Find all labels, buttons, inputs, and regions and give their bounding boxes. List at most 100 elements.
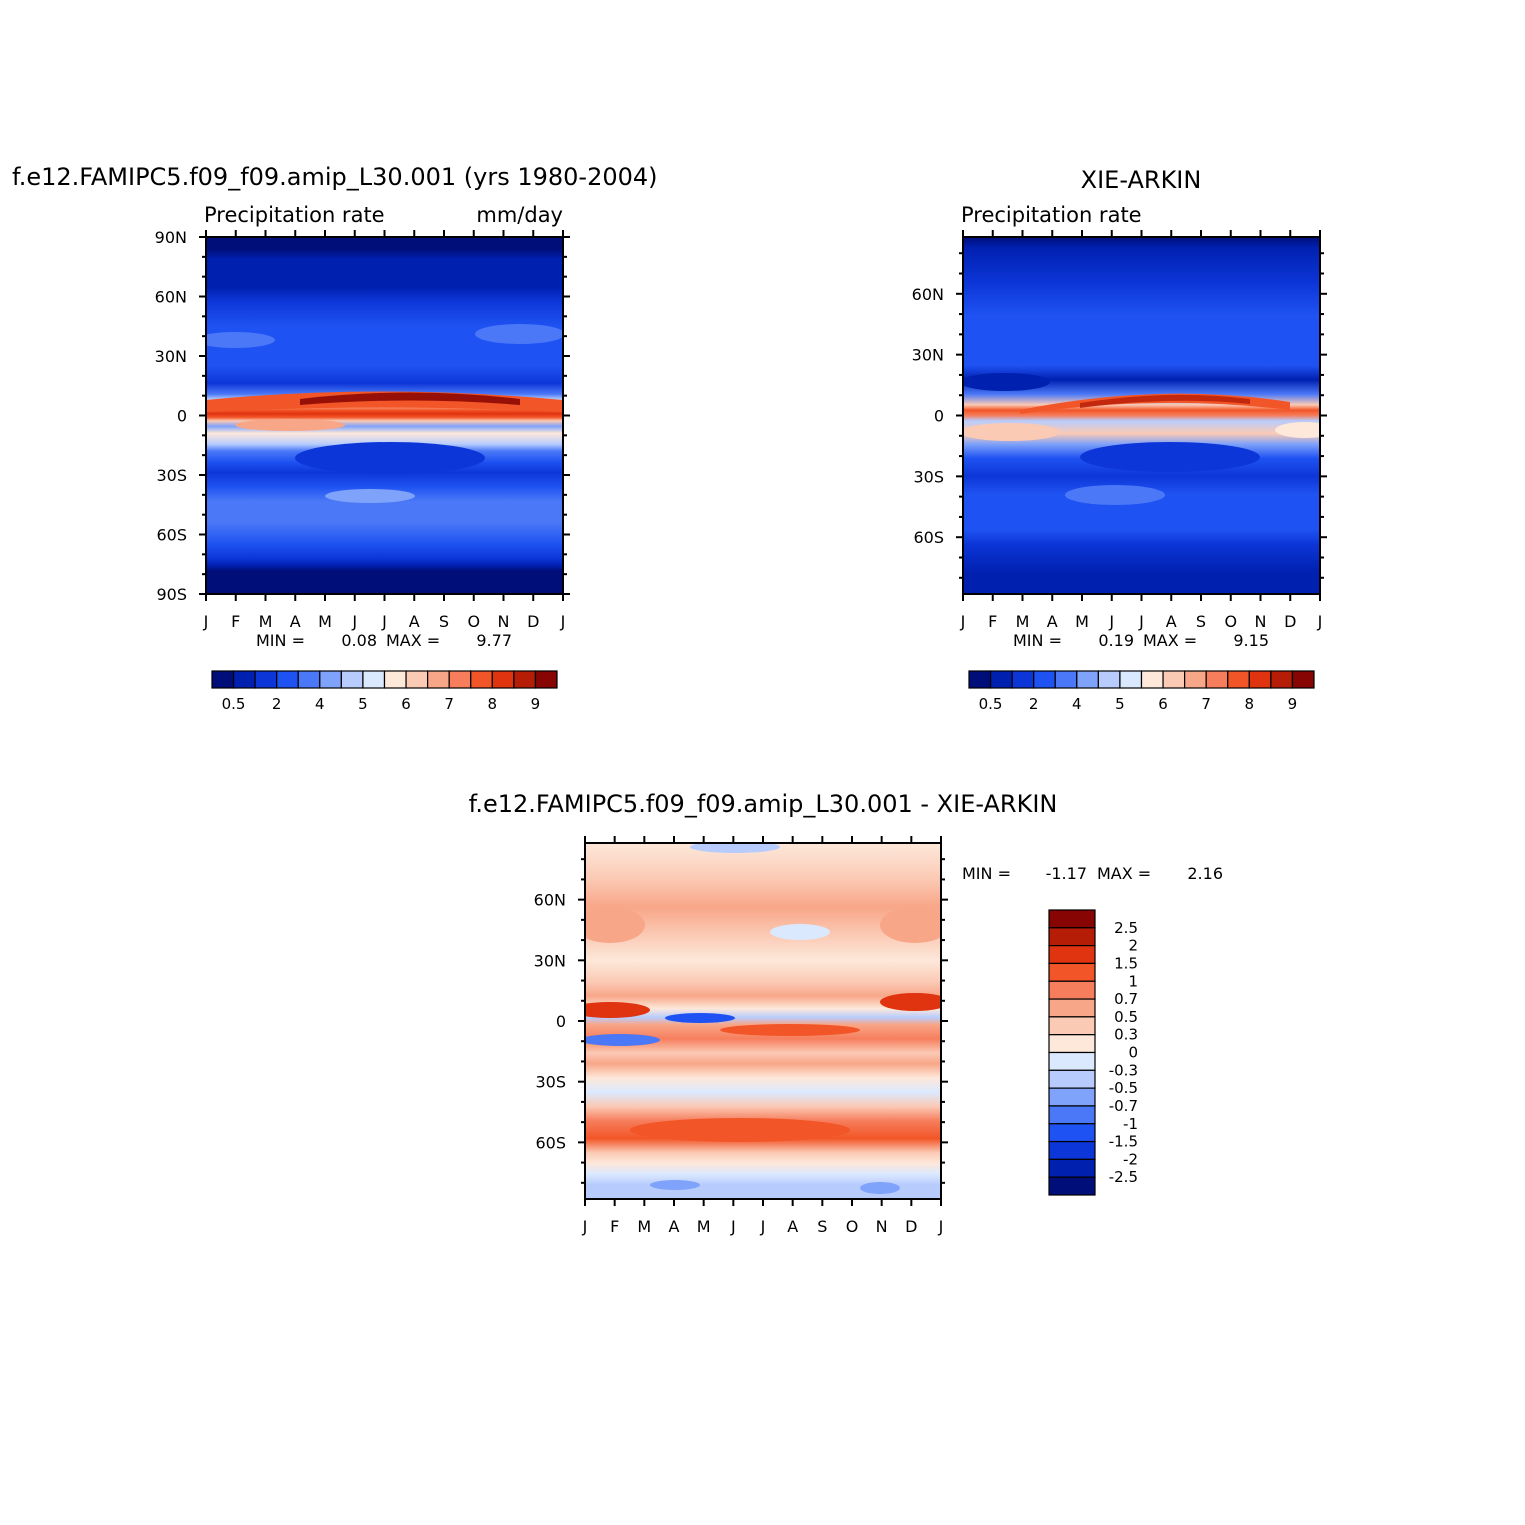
- diff-nh-blob1: [585, 907, 645, 943]
- diff-eq-cool2: [665, 1013, 735, 1023]
- obs-nh-dry: [963, 373, 1050, 391]
- diff-nh-cool: [770, 924, 830, 940]
- colorbar-box: [1048, 1087, 1096, 1107]
- colorbar-box: [1048, 909, 1096, 929]
- colorbar-box: [1248, 670, 1272, 689]
- obs-max-label: MAX =: [1143, 631, 1197, 650]
- obs-ticks: [956, 230, 1327, 601]
- x-tick-label: A: [1047, 612, 1058, 631]
- x-tick-label: J: [1317, 612, 1323, 631]
- colorbar-box: [319, 670, 342, 689]
- colorbar-box: [1048, 998, 1096, 1018]
- obs-midlat-blob: [1065, 485, 1165, 505]
- colorbar-box: [1048, 1158, 1096, 1178]
- x-tick-label: J: [760, 1217, 766, 1236]
- diff-itcz-w: [585, 1002, 650, 1018]
- colorbar-box: [1184, 670, 1207, 689]
- x-tick-label: S: [439, 612, 449, 631]
- model-itcz-core: [300, 392, 520, 405]
- colorbar-label: 1.5: [1114, 954, 1138, 972]
- diff-sh-band: [630, 1118, 850, 1142]
- colorbar-box: [1048, 980, 1096, 1000]
- colorbar-label: 8: [1245, 695, 1255, 713]
- colorbar-box: [340, 670, 364, 689]
- model-subtitle-left: Precipitation rate: [204, 203, 385, 227]
- colorbar-box: [297, 670, 321, 689]
- y-tick-label: 60N: [534, 891, 566, 910]
- obs-itcz-core: [1080, 394, 1250, 408]
- x-tick-label: A: [669, 1217, 680, 1236]
- obs-min-value: 0.19: [1098, 631, 1134, 650]
- diff-max-value: 2.16: [1187, 864, 1223, 883]
- colorbar-box: [1054, 670, 1078, 689]
- model-max-label: MAX =: [386, 631, 440, 650]
- colorbar-label: -2: [1123, 1150, 1138, 1168]
- x-tick-label: N: [498, 612, 510, 631]
- diff-nh-blob2: [880, 907, 941, 943]
- colorbar-label: 4: [1072, 695, 1082, 713]
- x-tick-label: F: [610, 1217, 619, 1236]
- y-tick-label: 0: [556, 1012, 566, 1031]
- model-min-value: 0.08: [341, 631, 377, 650]
- obs-sh-blob: [963, 423, 1060, 441]
- model-colorbar: 0.5 2 4 5 6 7 8 9: [211, 670, 558, 713]
- diff-min-label: MIN =: [962, 864, 1011, 883]
- colorbar-box: [1048, 962, 1096, 982]
- x-tick-label: O: [846, 1217, 859, 1236]
- x-tick-label: M: [697, 1217, 711, 1236]
- colorbar-label: 0.5: [979, 695, 1003, 713]
- diff-title: f.e12.FAMIPC5.f09_f09.amip_L30.001 - XIE…: [469, 790, 1058, 818]
- x-tick-label: O: [1224, 612, 1237, 631]
- x-tick-label: A: [409, 612, 420, 631]
- diff-itcz-e: [880, 993, 941, 1011]
- model-field: [206, 237, 563, 594]
- x-tick-label: J: [351, 612, 357, 631]
- x-tick-label: J: [1138, 612, 1144, 631]
- x-tick-label: D: [527, 612, 539, 631]
- colorbar-label: -0.7: [1109, 1097, 1138, 1115]
- x-tick-label: A: [290, 612, 301, 631]
- colorbar-box: [1011, 670, 1035, 689]
- colorbar-box: [254, 670, 278, 689]
- x-tick-label: N: [1255, 612, 1267, 631]
- colorbar-label: 5: [1115, 695, 1125, 713]
- colorbar-box: [989, 670, 1013, 689]
- model-ticks: [199, 230, 570, 601]
- diff-eq-warm: [720, 1024, 860, 1036]
- y-tick-label: 60N: [155, 288, 187, 307]
- model-min-label: MIN =: [256, 631, 305, 650]
- colorbar-box: [232, 670, 256, 689]
- x-tick-label: D: [1284, 612, 1296, 631]
- colorbar-box: [1048, 1105, 1096, 1125]
- colorbar-box: [534, 670, 558, 689]
- colorbar-label: 8: [488, 695, 498, 713]
- x-tick-label: J: [730, 1217, 736, 1236]
- model-plot-area: [206, 237, 563, 594]
- x-tick-label: J: [560, 612, 566, 631]
- obs-e-blob: [1275, 422, 1320, 438]
- y-tick-label: 0: [934, 407, 944, 426]
- colorbar-label: 2.5: [1114, 919, 1138, 937]
- colorbar-label: 2: [272, 695, 282, 713]
- model-subtitle-right: mm/day: [476, 203, 563, 227]
- colorbar-box: [1270, 670, 1294, 689]
- colorbar-box: [383, 670, 407, 689]
- colorbar-box: [1048, 1176, 1096, 1196]
- colorbar-box: [1048, 927, 1096, 947]
- x-tick-label: N: [876, 1217, 888, 1236]
- x-tick-label: A: [787, 1217, 798, 1236]
- colorbar-label: 0: [1128, 1044, 1138, 1062]
- model-title: f.e12.FAMIPC5.f09_f09.amip_L30.001 (yrs …: [12, 163, 658, 191]
- x-tick-label: J: [582, 1217, 588, 1236]
- colorbar-label: 7: [1201, 695, 1211, 713]
- y-tick-label: 90N: [155, 228, 187, 247]
- model-nh-blob2: [206, 332, 275, 348]
- x-tick-label: A: [1166, 612, 1177, 631]
- colorbar-label: -1: [1123, 1115, 1138, 1133]
- y-tick-label: 30S: [913, 467, 944, 486]
- colorbar-box: [276, 670, 299, 689]
- panel-diff: f.e12.FAMIPC5.f09_f09.amip_L30.001 - XIE…: [469, 790, 1223, 1236]
